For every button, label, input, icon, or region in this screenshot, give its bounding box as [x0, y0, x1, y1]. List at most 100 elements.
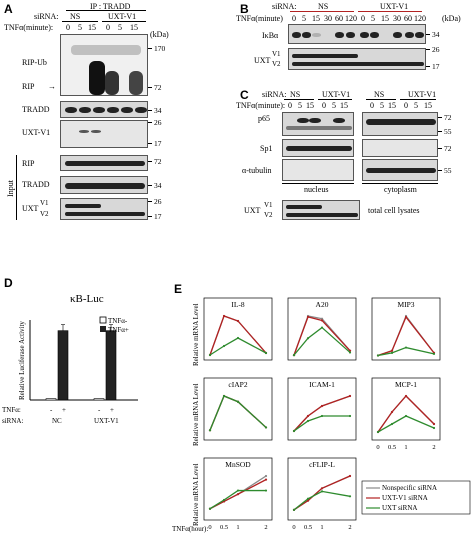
c-total-label: total cell lysates — [368, 206, 420, 215]
band — [129, 71, 143, 95]
tick — [438, 131, 442, 132]
band — [121, 107, 133, 113]
a-group-uxtv1: UXT-V1 — [108, 12, 137, 21]
a-tp-0: 0 — [66, 23, 70, 32]
d-chart: κB-Luc Relative Luciferase Activity TNFα… — [2, 293, 138, 425]
panel-letter-c: C — [240, 88, 249, 102]
c-row-p65: p65 — [258, 114, 270, 123]
b-tp-6: 0 — [361, 14, 365, 23]
c-uxt-v1: V1 — [264, 201, 273, 209]
c-cytoplasm-label: cytoplasm — [384, 185, 417, 194]
e-line-MIP3-1 — [377, 315, 435, 357]
c-blot-uxt — [282, 200, 360, 220]
tick — [426, 49, 430, 50]
tick — [148, 110, 152, 111]
e-point — [306, 337, 310, 340]
band — [93, 107, 105, 113]
b-tp-5: 120 — [345, 14, 357, 23]
c-tp-8: 15 — [388, 101, 396, 110]
c-blot-p65-cyto — [362, 112, 438, 136]
a-uxt-v2: V2 — [40, 210, 49, 218]
c-nucleus-label: nucleus — [304, 185, 329, 194]
band — [135, 107, 147, 113]
e-frame-MCP-1 — [371, 377, 441, 441]
band — [297, 118, 309, 123]
e-ylabel-2: Relative mRNA Level — [192, 383, 200, 446]
e-point — [306, 315, 310, 318]
e-point — [236, 493, 240, 496]
e-point — [404, 315, 408, 319]
band — [366, 168, 436, 173]
d-tnf-0: - — [50, 406, 53, 414]
c-row-uxt: UXT — [244, 206, 261, 215]
e-line-MCP-1-1 — [377, 395, 435, 433]
b-uxt-v2: V2 — [272, 60, 281, 68]
c-mw-55: 55 — [444, 127, 452, 136]
e-title-ICAM-1: ICAM-1 — [309, 380, 335, 389]
band — [65, 161, 145, 166]
e-point — [264, 474, 268, 478]
d-bar-NC-0 — [45, 398, 57, 401]
b-tp-8: 15 — [381, 14, 389, 23]
band — [107, 107, 119, 113]
e-point — [320, 404, 324, 408]
e-point — [320, 326, 324, 329]
bar — [366, 99, 396, 100]
c-row-tubulin: α-tubulin — [242, 166, 272, 175]
a-tp-3: 0 — [106, 23, 110, 32]
e-point — [404, 394, 408, 398]
e-line-IL-8-1 — [209, 315, 267, 356]
d-tnf-2: - — [98, 406, 101, 414]
a-row-rip: RIP — [22, 82, 35, 91]
band — [333, 118, 345, 123]
a-ip-bar — [66, 10, 146, 11]
e-line-MnSOD-2 — [209, 489, 266, 510]
a-sirna-label: siRNA: — [34, 12, 59, 21]
e-point — [264, 351, 268, 355]
a-mw-72b: 72 — [154, 157, 162, 166]
e-point — [292, 354, 296, 357]
c-tp-10: 5 — [414, 101, 418, 110]
e-point — [236, 319, 240, 323]
a-mw-26: 26 — [154, 118, 162, 127]
e-xtick: 1 — [404, 444, 407, 451]
e-line-MIP3-2 — [377, 346, 435, 357]
e-frame-cIAP2 — [203, 377, 273, 441]
e-point — [292, 508, 296, 511]
d-tnf-1: + — [62, 406, 66, 414]
e-xtick: 0 — [292, 524, 295, 531]
e-title-cIAP2: cIAP2 — [228, 380, 247, 389]
e-point — [306, 419, 310, 423]
a-ip-label: IP : TRADD — [90, 2, 131, 11]
b-mw-34: 34 — [432, 30, 440, 39]
band — [65, 183, 145, 189]
e-point — [222, 498, 226, 502]
e-title-MIP3: MIP3 — [397, 300, 414, 309]
a-kda: (kDa) — [150, 30, 169, 39]
c-blot-tub-nuc — [282, 159, 354, 181]
d-sirna-row: siRNA: — [2, 417, 23, 425]
e-frame-ICAM-1 — [287, 377, 357, 441]
d-group-uxt: UXT-V1 — [94, 417, 119, 425]
e-title-IL-8: IL-8 — [231, 300, 245, 309]
c-tp-7: 5 — [380, 101, 384, 110]
e-frame-MnSOD — [203, 457, 273, 521]
e-line-A20-1 — [293, 316, 351, 356]
a-tnf-label: TNFα(minute): — [4, 23, 54, 32]
band — [79, 107, 91, 113]
band — [89, 61, 105, 95]
c-group-ns-2: NS — [374, 90, 385, 99]
d-legend-swatch-minus — [99, 316, 107, 324]
e-point — [208, 507, 212, 510]
e-legend-ns: Nonspecific siRNA — [382, 484, 437, 492]
a-rip-arrow: → — [48, 82, 56, 91]
e-xtick: 2 — [264, 524, 267, 531]
bar — [362, 183, 438, 184]
b-group-uxtv1: UXT-V1 — [380, 2, 409, 11]
c-tp-1: 5 — [298, 101, 302, 110]
e-point — [376, 354, 380, 357]
bar — [400, 99, 436, 100]
a-blot-rip-ub — [60, 34, 148, 96]
e-point — [390, 349, 394, 352]
e-point — [320, 319, 324, 322]
